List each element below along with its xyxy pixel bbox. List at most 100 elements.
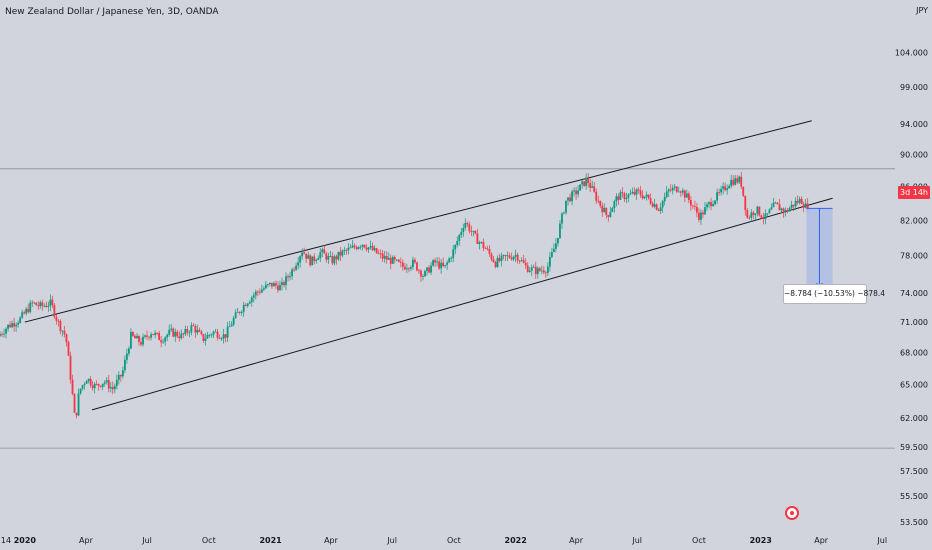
y-tick-label: 99.000 <box>900 83 928 92</box>
candle-body <box>784 209 787 213</box>
candle-body <box>675 186 678 192</box>
candle-body <box>720 188 723 193</box>
x-tick-label: Jul <box>141 536 152 545</box>
candle-body <box>214 331 217 333</box>
y-tick-label: 65.000 <box>900 380 928 389</box>
candle-body <box>422 276 424 277</box>
candle-body <box>33 302 36 304</box>
candle-body <box>19 317 22 323</box>
candle-body <box>500 255 503 261</box>
candle-body <box>760 215 763 218</box>
candle-body <box>140 341 142 345</box>
candle-body <box>466 223 469 225</box>
candle-body <box>482 241 485 249</box>
candle-body <box>770 207 773 210</box>
candle-body <box>327 256 330 260</box>
candle-body <box>262 288 265 290</box>
candle-body <box>462 228 465 232</box>
candle-body <box>504 255 507 256</box>
candle-body <box>768 209 771 214</box>
candle-body <box>631 191 634 194</box>
candle-body <box>563 212 565 214</box>
candle-body <box>200 331 203 335</box>
candle-body <box>190 325 193 333</box>
candle-body <box>730 179 733 186</box>
candle-body <box>349 247 352 249</box>
candle-body <box>645 194 648 197</box>
candle-body <box>383 256 386 259</box>
candle-body <box>264 284 267 289</box>
candle-body <box>105 380 108 383</box>
candle-body <box>101 383 104 387</box>
candle-body <box>428 267 430 273</box>
candle-body <box>150 334 152 338</box>
candle-body <box>718 192 720 194</box>
candle-body <box>599 200 602 206</box>
candle-body <box>202 334 205 341</box>
x-tick-label: Jul <box>386 536 397 545</box>
candle-body <box>222 334 225 339</box>
candle-body <box>115 379 118 387</box>
candle-body <box>83 383 86 386</box>
candle-body <box>184 329 187 335</box>
candle-body <box>657 209 660 211</box>
candle-body <box>561 213 563 224</box>
candle-body <box>351 245 354 248</box>
candle-body <box>748 217 751 219</box>
candle-body <box>555 243 557 249</box>
measure-label: −8.784 (−10.53%) −878.4 <box>783 284 885 304</box>
candle-body <box>488 249 491 254</box>
candle-body <box>41 302 44 306</box>
candle-body <box>486 248 489 250</box>
candle-body <box>212 331 215 335</box>
candle-body <box>752 212 755 216</box>
candle-body <box>142 336 144 345</box>
y-tick-label: 90.000 <box>900 151 928 160</box>
candle-body <box>45 305 48 308</box>
candle-body <box>619 192 622 200</box>
candle-body <box>43 305 46 307</box>
candle-body <box>69 355 72 380</box>
candle-body <box>736 178 739 183</box>
y-tick-label: 94.000 <box>900 120 928 129</box>
candle-body <box>712 204 714 207</box>
target-icon[interactable] <box>785 506 799 520</box>
y-tick-label: 53.500 <box>900 518 928 527</box>
candle-body <box>510 257 513 260</box>
candle-body <box>653 204 656 207</box>
candle-body <box>611 207 614 213</box>
candle-body <box>21 312 24 318</box>
channel-upper-line <box>24 120 812 323</box>
candle-body <box>47 306 50 308</box>
candle-body <box>494 262 497 267</box>
candle-body <box>0 334 1 337</box>
chart-title: New Zealand Dollar / Japanese Yen, 3D, O… <box>5 7 219 17</box>
candle-body <box>526 265 529 272</box>
candle-body <box>683 190 686 198</box>
candle-body <box>367 247 370 250</box>
candle-body <box>420 270 422 277</box>
candle-body <box>468 224 471 232</box>
candle-body <box>641 195 644 199</box>
candle-body <box>591 186 594 188</box>
candle-body <box>321 249 324 253</box>
candle-body <box>49 299 52 307</box>
candle-body <box>319 252 322 259</box>
candle-body <box>87 378 90 382</box>
candle-body <box>516 254 519 261</box>
candle-body <box>232 317 235 325</box>
candle-body <box>442 262 445 267</box>
candle-body <box>395 259 398 261</box>
candle-body <box>625 197 628 200</box>
candle-body <box>742 186 745 196</box>
candle-body <box>79 388 82 394</box>
candle-body <box>637 189 640 191</box>
x-tick-label: Oct <box>447 536 461 545</box>
candle-body <box>792 204 795 207</box>
candle-body <box>365 247 368 250</box>
candle-body <box>778 204 781 211</box>
candle-body <box>444 264 447 267</box>
candle-body <box>536 268 539 275</box>
